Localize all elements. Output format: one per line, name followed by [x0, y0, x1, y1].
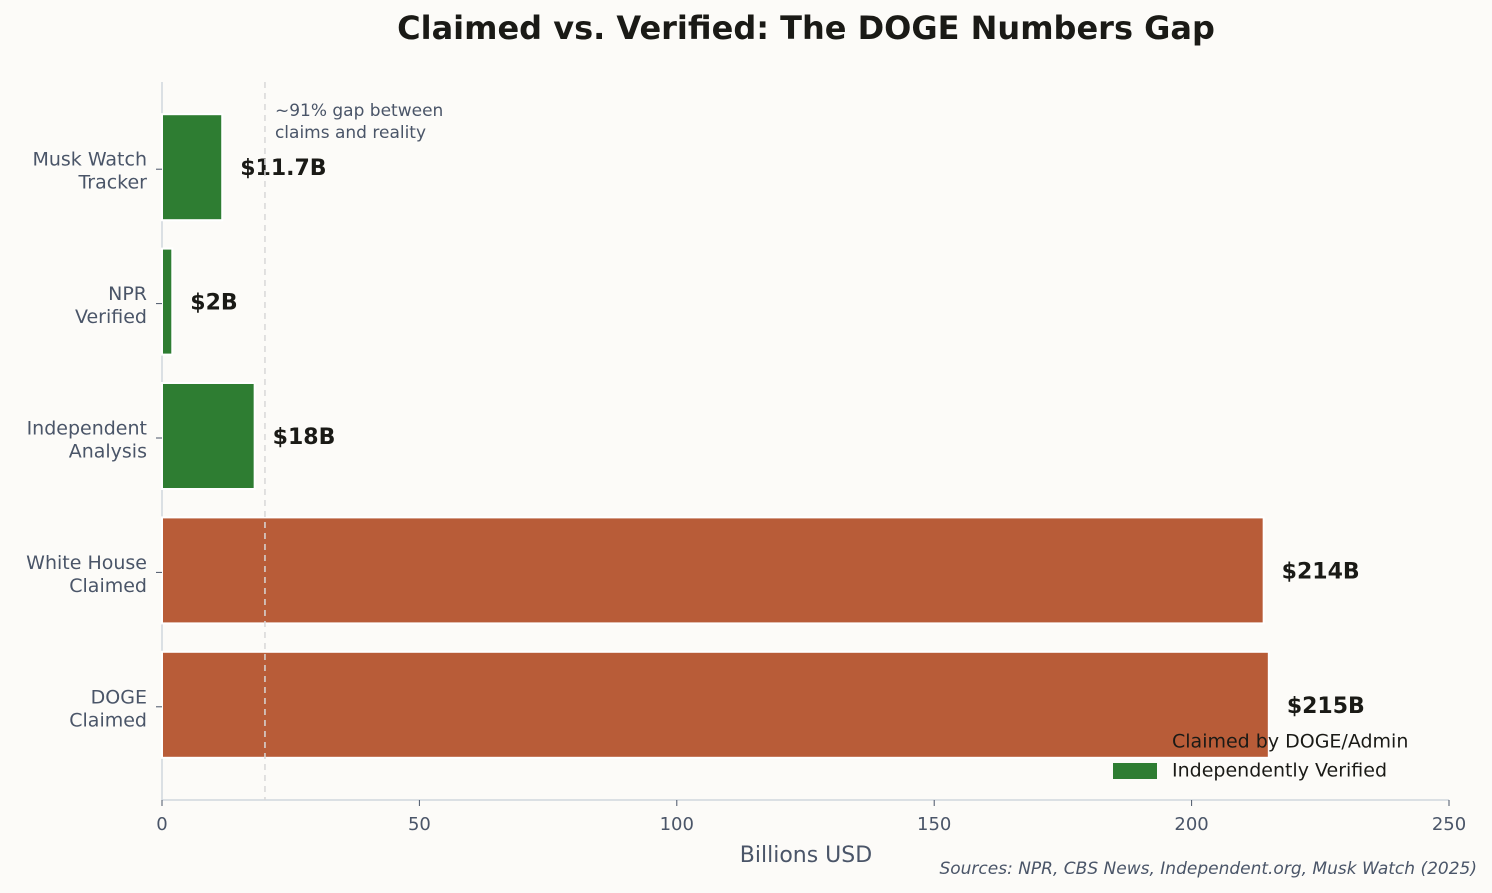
x-tick-label: 250 [1432, 814, 1466, 835]
x-tick-label: 0 [156, 814, 167, 835]
value-label: $215B [1287, 694, 1365, 719]
bar [161, 247, 174, 356]
chart-title: Claimed vs. Verified: The DOGE Numbers G… [397, 9, 1215, 47]
y-tick-label: Independent Analysis [27, 417, 147, 462]
bar [161, 113, 224, 222]
annotation: ~91% gap between claims and reality [275, 101, 443, 143]
value-label: $2B [190, 291, 237, 316]
bar [161, 382, 256, 490]
x-tick-label: 50 [408, 814, 431, 835]
value-label: $214B [1282, 559, 1360, 584]
value-label: $11.7B [240, 156, 326, 181]
bar [161, 650, 1270, 759]
x-tick-label: 150 [917, 814, 951, 835]
legend-label: Independently Verified [1172, 760, 1387, 782]
x-tick-label: 100 [660, 814, 694, 835]
y-tick-label: Musk Watch Tracker [32, 148, 147, 193]
bar [161, 516, 1265, 625]
value-label: $18B [273, 425, 336, 450]
legend-label: Claimed by DOGE/Admin [1172, 731, 1408, 753]
legend-swatch [1113, 734, 1157, 750]
x-axis-label: Billions USD [740, 843, 872, 868]
legend-swatch [1113, 763, 1157, 779]
y-tick-label: DOGE Claimed [69, 686, 147, 731]
x-tick-label: 200 [1174, 814, 1208, 835]
y-tick-label: White House Claimed [26, 551, 147, 596]
source-note: Sources: NPR, CBS News, Independent.org,… [939, 859, 1477, 879]
y-tick-label: NPR Verified [75, 283, 147, 328]
